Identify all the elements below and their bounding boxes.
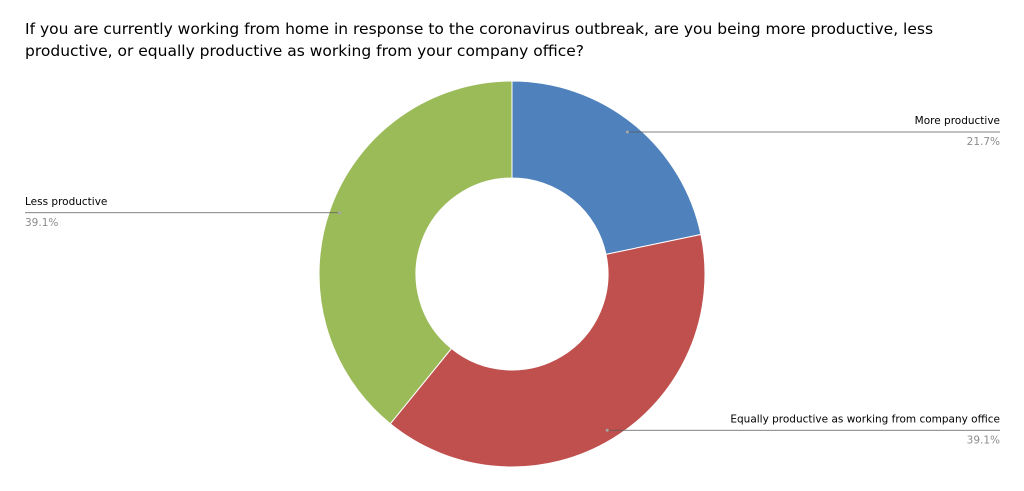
donut-segment [318, 80, 513, 425]
segment-label: Less productive [25, 196, 107, 208]
donut-segment [511, 80, 702, 255]
segment-value: 39.1% [25, 217, 58, 229]
segment-value: 39.1% [967, 434, 1000, 446]
leader-dot [605, 428, 609, 432]
donut-segment [389, 233, 706, 468]
segment-label: More productive [915, 115, 1000, 127]
leader-dot [625, 130, 629, 134]
leader-dot [338, 211, 342, 215]
segment-label: Equally productive as working from compa… [730, 413, 1000, 425]
chart-title: If you are currently working from home i… [25, 20, 934, 60]
segment-value: 21.7% [967, 136, 1000, 148]
